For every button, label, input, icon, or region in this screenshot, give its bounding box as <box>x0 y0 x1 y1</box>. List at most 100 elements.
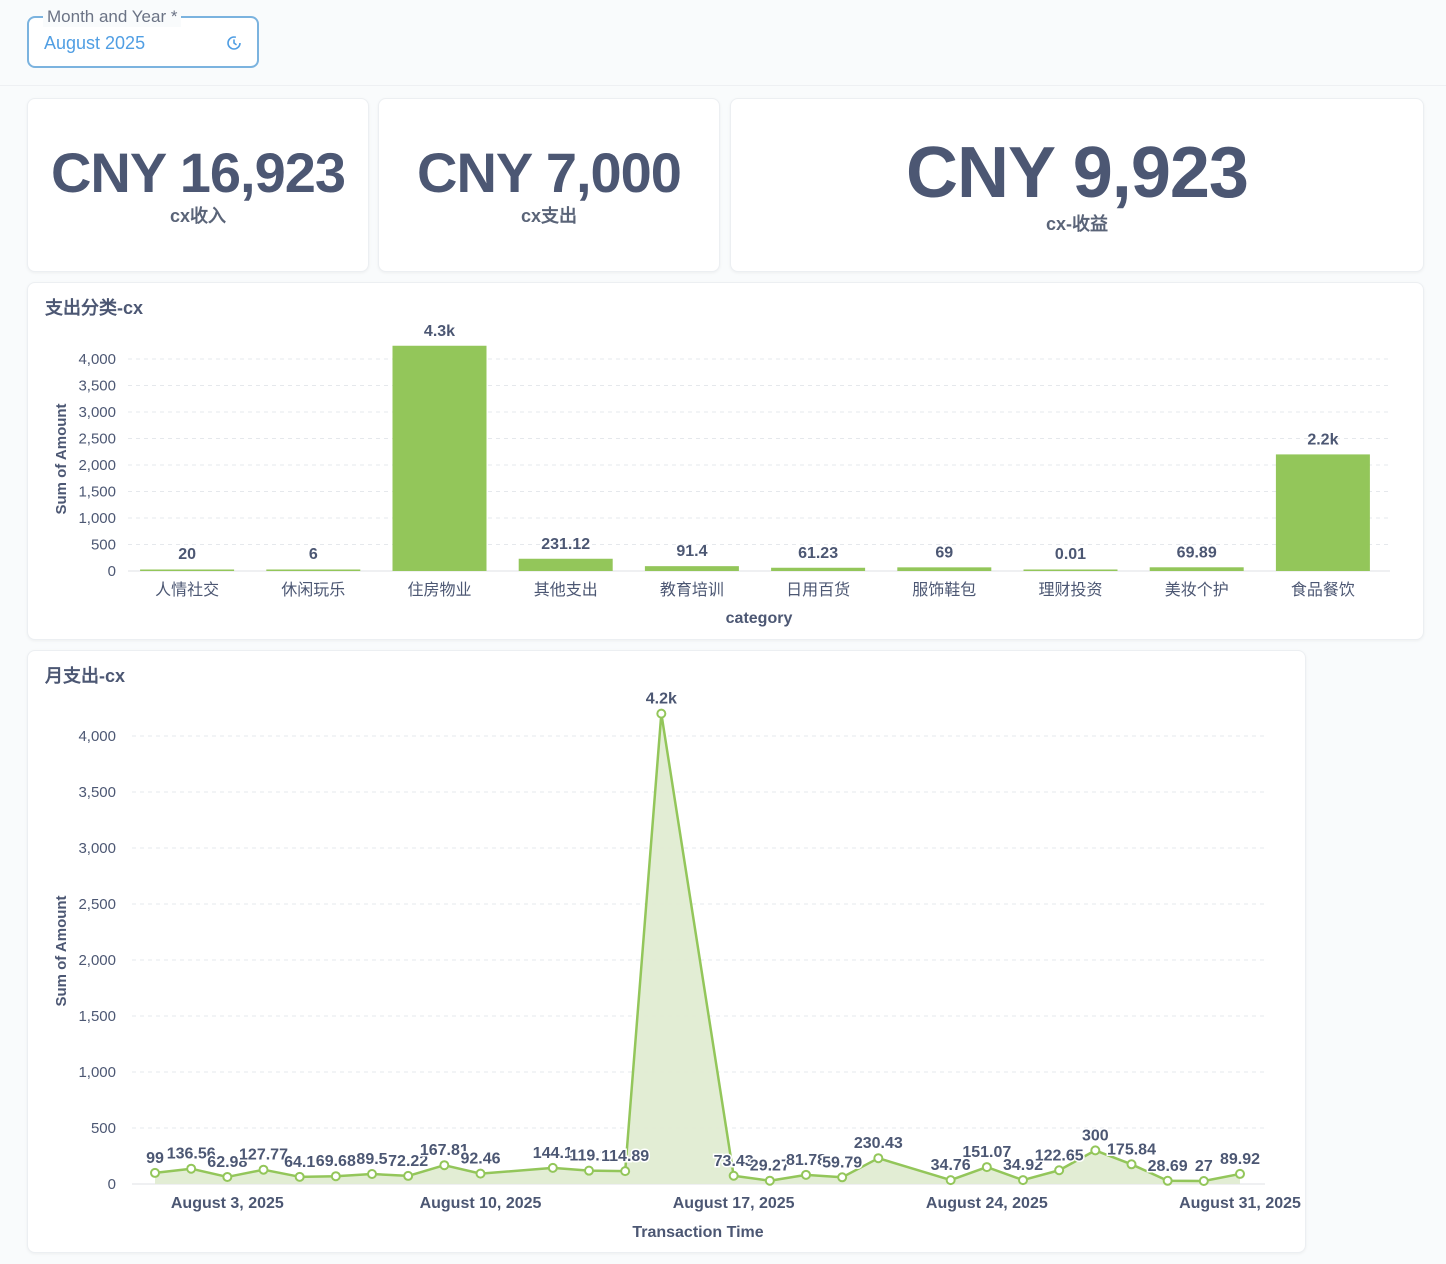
line-point[interactable] <box>547 1162 558 1173</box>
bar-住房物业[interactable] <box>392 345 487 571</box>
bar-data-label: 6 <box>309 546 318 563</box>
line-point[interactable] <box>1054 1165 1065 1176</box>
bar-data-label: 91.4 <box>676 543 707 560</box>
line-point[interactable] <box>403 1170 414 1181</box>
line-point[interactable] <box>294 1171 305 1182</box>
income-card[interactable]: CNY 16,923 cx收入 <box>27 98 369 272</box>
bar-category-label: 休闲玩乐 <box>281 581 345 599</box>
line-point[interactable] <box>981 1162 992 1173</box>
line-point[interactable] <box>1235 1168 1245 1179</box>
line-data-label: 122.65 <box>1035 1147 1084 1164</box>
filter-bar: Month and Year * August 2025 <box>0 0 1446 86</box>
line-point[interactable] <box>1126 1159 1137 1170</box>
month-year-filter[interactable]: Month and Year * August 2025 <box>27 7 259 68</box>
bar-其他支出[interactable] <box>518 558 613 571</box>
expense-value: CNY 7,000 <box>417 141 682 204</box>
bar-category-label: 其他支出 <box>534 581 598 599</box>
line-data-label: 89.5 <box>356 1151 387 1168</box>
bar-ytick-label: 3,500 <box>78 378 116 395</box>
line-point[interactable] <box>945 1175 956 1186</box>
bar-人情社交[interactable] <box>140 569 235 572</box>
expense-card[interactable]: CNY 7,000 cx支出 <box>378 98 720 272</box>
line-point[interactable] <box>150 1167 160 1178</box>
line-data-label: 300 <box>1082 1127 1109 1144</box>
profit-card[interactable]: CNY 9,923 cx-收益 <box>730 98 1424 272</box>
bar-category-label: 住房物业 <box>407 581 471 599</box>
bar-data-label: 20 <box>178 546 196 563</box>
line-data-label: 89.92 <box>1220 1151 1260 1168</box>
line-ytick-label: 2,500 <box>78 896 116 913</box>
bar-chart-title[interactable]: 支出分类-cx <box>45 298 144 318</box>
line-point[interactable] <box>439 1160 450 1171</box>
bar-日用百货[interactable] <box>771 567 866 571</box>
bar-data-label: 231.12 <box>541 536 590 553</box>
bar-美妆个护[interactable] <box>1149 567 1244 571</box>
bar-ytick-label: 1,000 <box>78 510 116 527</box>
bar-理财投资[interactable] <box>1023 569 1118 572</box>
line-point[interactable] <box>620 1166 631 1177</box>
line-point[interactable] <box>837 1172 848 1183</box>
line-point[interactable] <box>1198 1175 1209 1186</box>
line-series <box>154 712 1241 1183</box>
bar-y-axis-label: Sum of Amount <box>53 403 70 514</box>
bar-chart: 0 500 1,000 1,500 2,000 2,500 3,000 3,500 4,000 S… <box>53 323 1390 627</box>
bar-category-label: 教育培训 <box>660 581 724 599</box>
line-data-label: 27 <box>1195 1158 1213 1175</box>
line-xtick-label: August 17, 2025 <box>673 1195 795 1212</box>
line-ytick-label: 3,000 <box>78 840 116 857</box>
income-value: CNY 16,923 <box>50 141 346 204</box>
bar-ytick-label: 2,500 <box>78 431 116 448</box>
line-x-axis-label: Transaction Time <box>632 1224 763 1241</box>
line-data-label: 127.77 <box>239 1147 288 1164</box>
line-xtick-label: August 31, 2025 <box>1179 1195 1301 1212</box>
bar-x-axis-label: category <box>726 610 793 627</box>
bar-category-label: 食品餐饮 <box>1291 581 1355 599</box>
line-data-label: 28.69 <box>1148 1158 1188 1175</box>
bar-食品餐饮[interactable] <box>1275 454 1370 571</box>
bar-category-label: 理财投资 <box>1038 581 1102 599</box>
category-bar-card: 支出分类-cx 0 500 1,000 1,500 2,000 2,500 3,000 3,5… <box>27 282 1424 640</box>
line-data-label: 72.22 <box>388 1153 428 1170</box>
income-label: cx收入 <box>169 206 227 226</box>
line-point[interactable] <box>1162 1175 1173 1186</box>
line-data-label: 92.46 <box>460 1151 500 1168</box>
bar-ytick-label: 1,500 <box>78 484 116 501</box>
filter-value: August 2025 <box>44 33 146 53</box>
line-y-axis-label: Sum of Amount <box>53 895 70 1006</box>
line-point[interactable] <box>764 1175 775 1186</box>
line-data-label: 81.78 <box>786 1152 826 1169</box>
line-point[interactable] <box>656 708 667 719</box>
line-point[interactable] <box>186 1163 197 1174</box>
line-point[interactable] <box>1090 1145 1101 1156</box>
line-point[interactable] <box>222 1171 233 1182</box>
line-chart-title[interactable]: 月支出-cx <box>45 666 126 686</box>
bar-data-label: 0.01 <box>1055 546 1086 563</box>
bar-ytick-label: 4,000 <box>78 351 116 368</box>
line-point[interactable] <box>801 1169 811 1180</box>
line-ytick-label: 4,000 <box>78 728 116 745</box>
line-ytick-label: 3,500 <box>78 784 116 801</box>
line-point[interactable] <box>1018 1175 1028 1186</box>
bar-data-label: 4.3k <box>424 323 455 340</box>
line-data-label: 167.81 <box>420 1142 469 1159</box>
bar-ytick-label: 2,000 <box>78 457 116 474</box>
profit-value: CNY 9,923 <box>906 133 1249 213</box>
bar-服饰鞋包[interactable] <box>897 567 992 571</box>
line-point[interactable] <box>873 1153 884 1164</box>
line-point[interactable] <box>584 1165 594 1176</box>
line-ytick-label: 1,000 <box>78 1064 116 1081</box>
line-point[interactable] <box>330 1171 341 1182</box>
bar-教育培训[interactable] <box>644 566 739 571</box>
line-ytick-label: 2,000 <box>78 952 116 969</box>
line-data-label: 114.89 <box>601 1148 649 1165</box>
line-data-label: 73.43 <box>714 1153 754 1170</box>
line-point[interactable] <box>367 1168 377 1179</box>
bar-休闲玩乐[interactable] <box>266 569 361 572</box>
date-reset-icon[interactable] <box>225 34 243 52</box>
line-data-label: 34.92 <box>1003 1157 1043 1174</box>
line-point[interactable] <box>728 1170 739 1181</box>
line-data-label: 62.98 <box>207 1154 247 1171</box>
line-point[interactable] <box>475 1168 486 1179</box>
bar-data-label: 69 <box>935 544 953 561</box>
line-point[interactable] <box>258 1164 269 1175</box>
